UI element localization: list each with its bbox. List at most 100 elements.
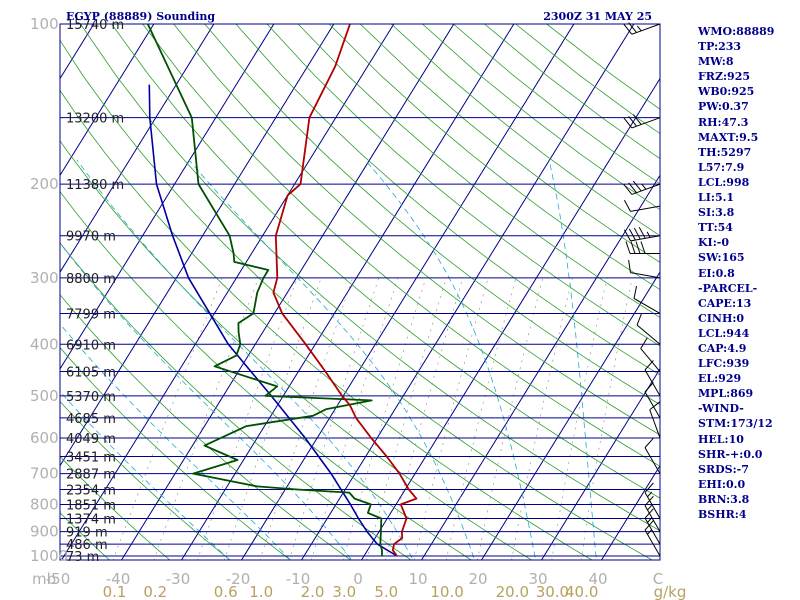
sounding-index-item: SW:165 [698,251,745,265]
isotherm-line [60,24,335,467]
mixing-ratio-tick-label: 3.0 [332,583,356,600]
height-label: 5370 m [66,390,116,405]
wind-barbs [623,22,661,557]
chart-grid [60,24,660,560]
sounding-index-item: TH:5297 [698,145,752,159]
sounding-index-item: STM:173/12 [698,417,773,431]
dry-adiabat-line [60,140,533,560]
mixing-ratio-tick-label: 1.0 [249,583,273,600]
wind-barb [623,200,661,212]
pressure-tick-label: 1000 [30,547,68,565]
wind-barb [644,520,661,557]
pressure-tick-label: 300 [30,269,59,287]
wind-barb [633,285,661,314]
mixing-ratio-line [580,277,633,560]
sounding-index-item: LFC:939 [698,357,750,371]
sounding-index-item: EI:0.8 [698,266,735,280]
dry-adiabat-line [60,512,111,560]
mixing-ratio-line [445,277,517,560]
mixing-ratio-line [414,277,489,560]
mixing-ratio-line [511,277,573,560]
sounding-title: EGYP (88889) Sounding [66,10,215,23]
dry-adiabat-line [359,24,660,263]
temperature-tick-label: -40 [106,570,131,588]
height-label: 7799 m [66,307,116,322]
isotherm-line [300,24,635,560]
height-label: 13200 m [66,112,124,127]
pressure-tick-label: 100 [30,15,59,33]
dry-adiabat-line [60,242,412,560]
temperature-tick-label: -20 [226,570,251,588]
moist-adiabat-line [60,242,353,560]
sounding-index-item: EHI:0.0 [698,477,746,491]
dewpoint-trace-line [146,24,383,556]
mixing-ratio-line [551,277,608,560]
wind-barb [628,260,661,279]
mixing-ratio-tick-label: 0.6 [214,583,238,600]
isotherm-line [60,24,275,370]
height-label: 919 m [66,526,108,541]
isotherm-line [60,24,215,274]
isotherm-line [540,367,660,560]
chart-profiles [146,24,418,557]
sounding-index-item: LCL:944 [698,326,750,340]
isotherm-line [60,24,395,560]
temperature-tick-label: -50 [46,570,71,588]
moist-adiabat-line [364,159,537,560]
wind-barb [644,437,661,474]
height-label: 15740 m [66,18,124,33]
height-label: 8800 m [66,272,116,287]
sounding-index-item: CAPE:13 [698,296,752,310]
moist-adiabat-line [188,159,476,560]
wind-barb [623,114,661,129]
sounding-index-item: KI:-0 [698,236,729,250]
sounding-index-item: WMO:88889 [698,25,775,38]
sounding-index-item: WB0:925 [698,85,755,99]
sounding-index-item: MAXT:9.5 [698,130,759,144]
dry-adiabat-line [60,39,654,560]
height-label: 2887 m [66,468,116,483]
pressure-tick-label: 600 [30,429,59,447]
dry-adiabat-line [60,347,292,560]
plot-border [59,23,661,561]
mixing-ratio-axis-label: g/kg [654,583,687,600]
mixing-ratio-tick-label: 20.0 [496,583,529,600]
moist-adiabat-line [548,159,597,560]
pressure-tick-label: 400 [30,335,59,353]
dry-adiabat-line [235,24,660,376]
isotherm-line [480,271,660,560]
wind-barb [625,241,660,254]
mixing-ratio-tick-label: 0.2 [143,583,167,600]
pressure-tick-label: 700 [30,465,59,483]
dry-adiabat-line [60,190,473,560]
sounding-time: 2300Z 31 MAY 25 [543,10,652,23]
pressure-tick-label: 900 [30,523,59,541]
temperature-tick-label: 20 [468,570,487,588]
mixing-ratio-line [477,277,544,560]
sounding-index-item: SI:3.8 [698,206,735,220]
mixing-ratio-line [342,277,427,560]
wind-barb [644,495,661,532]
sounding-index-item: PW:0.37 [698,100,749,114]
sounding-index-item: FRZ:925 [698,70,751,84]
temperature-tick-label: 30 [528,570,547,588]
mixing-ratio-line [197,277,298,560]
dry-adiabat-line [60,400,231,560]
mixing-ratio-line [311,277,399,560]
wind-barb [623,226,661,242]
sounding-index-item: SRDS:-7 [698,462,749,476]
chart-frame [59,23,661,561]
pressure-axis-label: mb [32,570,56,588]
isotherm-line [120,24,455,560]
sounding-index-item: CINH:0 [698,311,745,325]
height-label: 1851 m [66,498,116,513]
sounding-index-item: L57:7.9 [698,160,745,174]
isotherm-line [240,24,575,560]
dry-adiabat-line [173,24,660,436]
parcel-trace-line [148,84,398,557]
temperature-tick-label: 40 [588,570,607,588]
wind-barb [623,180,661,195]
sounding-index-item: LCL:998 [698,175,750,189]
dry-adiabat-line [60,294,352,560]
